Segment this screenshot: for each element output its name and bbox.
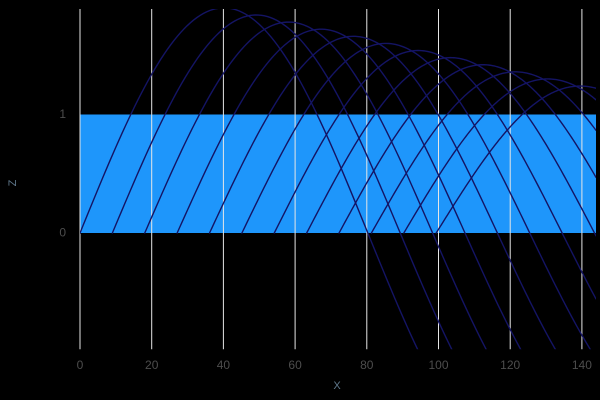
svg-text:60: 60 <box>288 358 302 372</box>
svg-text:140: 140 <box>572 358 592 372</box>
svg-text:X: X <box>333 380 341 392</box>
svg-text:120: 120 <box>500 358 520 372</box>
svg-text:0: 0 <box>77 358 84 372</box>
svg-text:Z: Z <box>7 179 19 186</box>
svg-text:20: 20 <box>145 358 159 372</box>
svg-text:40: 40 <box>217 358 231 372</box>
svg-text:80: 80 <box>360 358 374 372</box>
svg-text:1: 1 <box>59 107 66 121</box>
svg-text:100: 100 <box>428 358 448 372</box>
svg-text:0: 0 <box>59 226 66 240</box>
